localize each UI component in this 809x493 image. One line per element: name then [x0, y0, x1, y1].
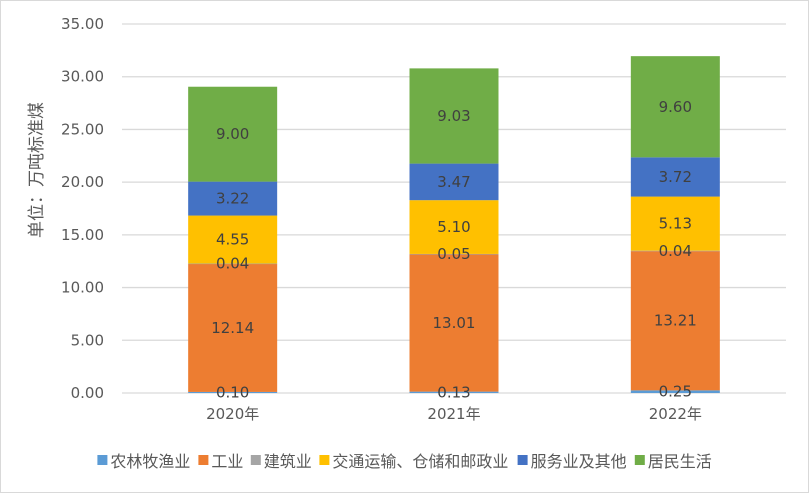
legend-item: 居民生活 [634, 452, 712, 471]
bar-segment [630, 390, 720, 393]
data-label: 9.60 [659, 98, 692, 116]
data-label: 0.04 [659, 242, 692, 260]
y-axis-label: 单位：万吨标准煤 [27, 102, 47, 238]
bar-segment [409, 200, 499, 254]
legend-swatch [198, 455, 209, 465]
legend-item: 工业 [198, 452, 243, 471]
legend-label: 交通运输、仓储和邮政业 [332, 452, 508, 471]
data-label: 0.04 [216, 255, 249, 273]
legend-item: 农林牧渔业 [97, 452, 190, 471]
legend-swatch [634, 455, 645, 465]
data-label: 0.10 [216, 383, 249, 401]
bar-segment [630, 157, 720, 197]
bar-segment [630, 250, 720, 252]
bar-segment [188, 215, 278, 264]
y-tick-label: 35.00 [61, 15, 104, 33]
bar-segment [188, 263, 278, 392]
data-label: 0.13 [437, 383, 470, 401]
legend-swatch [517, 455, 528, 465]
y-tick-label: 0.00 [71, 384, 104, 402]
y-tick-label: 15.00 [61, 226, 104, 244]
bar-segment [409, 391, 499, 393]
bar-segment [188, 181, 278, 216]
bar-segment [409, 163, 499, 201]
bar-segment [188, 391, 278, 393]
data-label: 5.10 [437, 218, 470, 236]
x-tick-label: 2022年 [649, 405, 702, 423]
legend-swatch [250, 455, 261, 465]
legend-item: 交通运输、仓储和邮政业 [319, 452, 508, 471]
bar-segment [630, 251, 720, 391]
y-tick-label: 30.00 [61, 68, 104, 86]
data-label: 5.13 [659, 215, 692, 233]
data-label: 3.72 [659, 168, 692, 186]
legend-item: 服务业及其他 [517, 452, 627, 471]
data-label: 3.47 [437, 173, 470, 191]
data-label: 12.14 [211, 319, 254, 337]
bar-segment [188, 263, 278, 265]
data-label: 4.55 [216, 231, 249, 249]
bar-segment [409, 68, 499, 164]
y-tick-label: 10.00 [61, 279, 104, 297]
legend-label: 居民生活 [648, 452, 712, 471]
legend-label: 工业 [211, 452, 243, 471]
data-label: 0.25 [659, 383, 692, 401]
legend-swatch [97, 455, 108, 465]
data-label: 3.22 [216, 190, 249, 208]
data-label: 9.00 [216, 125, 249, 143]
legend-item: 建筑业 [250, 452, 312, 471]
legend-label: 服务业及其他 [531, 452, 627, 471]
y-tick-label: 20.00 [61, 173, 104, 191]
data-label: 0.05 [437, 245, 470, 263]
bar-segment [409, 253, 499, 255]
y-tick-label: 25.00 [61, 120, 104, 138]
data-label: 13.21 [654, 312, 697, 330]
y-tick-label: 5.00 [71, 331, 104, 349]
legend-swatch [319, 455, 330, 465]
data-label: 13.01 [433, 314, 476, 332]
bar-segment [630, 56, 720, 158]
legend-label: 建筑业 [264, 452, 312, 471]
x-tick-label: 2021年 [427, 405, 480, 423]
bar-segment [409, 254, 499, 392]
bar-segment [188, 86, 278, 182]
x-tick-label: 2020年 [206, 405, 259, 423]
data-label: 9.03 [437, 107, 470, 125]
legend-label: 农林牧渔业 [110, 452, 190, 471]
bar-segment [630, 196, 720, 251]
